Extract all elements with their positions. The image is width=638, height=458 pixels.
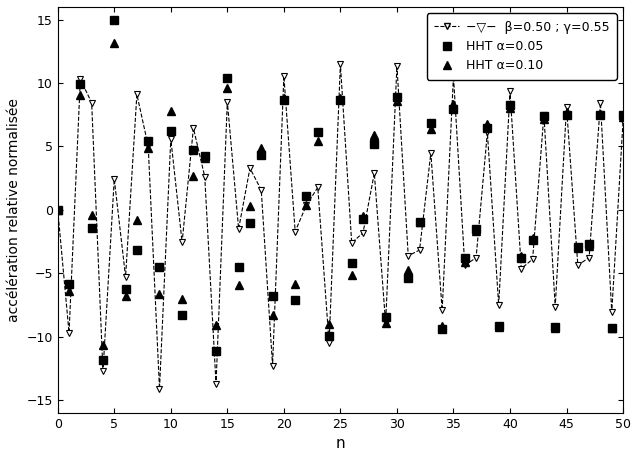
Legend: −▽−  β=0.50 ; γ=0.55, HHT α=0.05, HHT α=0.10: −▽− β=0.50 ; γ=0.55, HHT α=0.05, HHT α=0… (427, 13, 617, 80)
X-axis label: n: n (336, 436, 345, 451)
Y-axis label: accélération relative normalisée: accélération relative normalisée (7, 98, 21, 322)
